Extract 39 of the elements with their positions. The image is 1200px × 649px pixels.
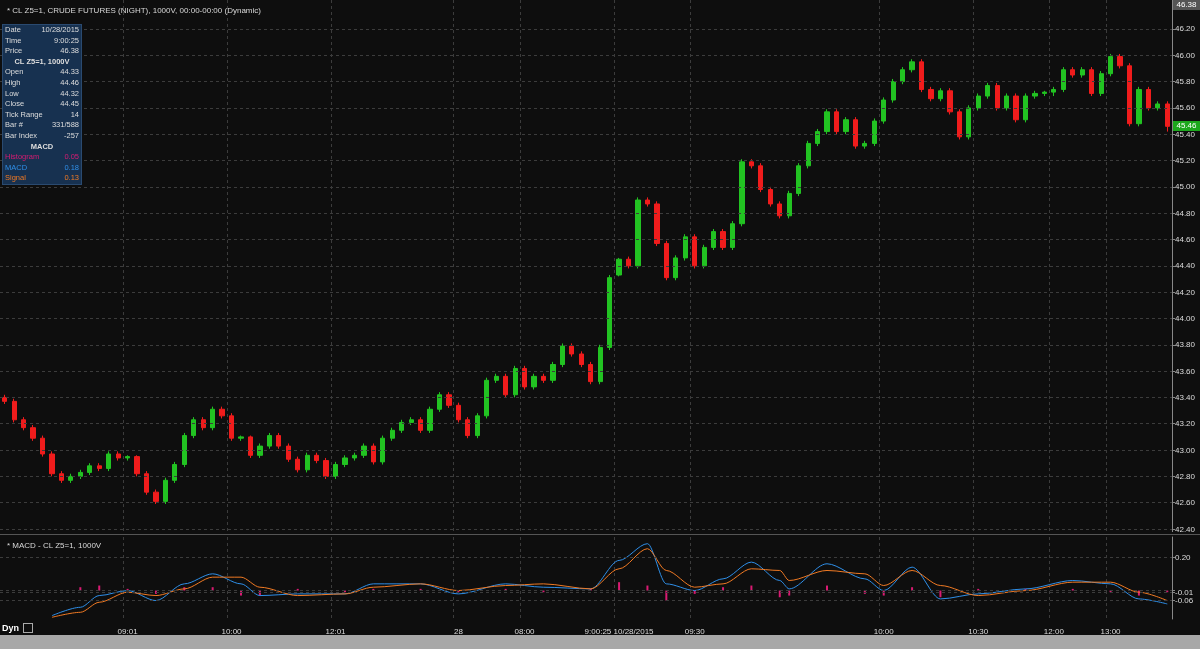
y-tick-label: 44.80 [1175,208,1196,218]
text: Dyn [2,623,20,633]
y-tick-label: 45.60 [1175,103,1196,113]
y-tick-label: 44.60 [1175,235,1196,244]
annotation: 46.38 [1173,0,1200,11]
y-tick-label: 43.00 [1175,445,1196,455]
x-tick-label: 10:00 [873,626,895,636]
x-tick-label: 10:00 [221,626,243,636]
x-tick-label: 09:01 [117,626,139,636]
y-tick-label: 42.80 [1175,471,1196,481]
x-tick-label: 12:00 [1043,626,1065,636]
x-tick-label: 13:00 [1100,626,1122,636]
y-tick-label: 43.60 [1175,366,1196,376]
y-tick-label: 45.80 [1175,77,1196,87]
text: * CL Z5=1, CRUDE FUTURES (NIGHT), 1000V, 00:00-00:00 (Dynamic) [7,5,262,15]
y-tick-label: 0.20 [1175,552,1192,562]
y-tick-label: 43.20 [1175,419,1196,429]
y-tick-label: 43.40 [1175,392,1196,402]
y-tick-label: -0.06 [1175,596,1194,606]
x-tick-label: 10:30 [968,626,989,636]
y-tick-label: 45.00 [1175,182,1196,192]
y-tick-label: 42.60 [1175,498,1196,508]
y-tick-label: 44.20 [1175,287,1196,297]
y-tick-label: 44.00 [1175,313,1196,323]
y-tick-label: 46.20 [1175,24,1196,34]
y-tick-label: 45.40 [1175,129,1196,139]
x-tick-label: 9:00:25 10/28/2015 [584,626,655,636]
y-tick-label: 43.80 [1175,340,1196,350]
x-tick-label: 09:30 [684,626,706,636]
chart-title: * MACD - CL Z5=1, 1000V [7,540,102,550]
x-tick-label: 08:00 [514,626,536,636]
y-tick-label: 46.00 [1175,50,1196,60]
y-tick-label: 45.20 [1175,156,1196,166]
x-tick-label: 28 [453,626,464,636]
y-tick-label: 44.40 [1175,261,1196,271]
annotation: 45.46 [1173,121,1200,132]
y-tick-label: 42.40 [1175,524,1196,534]
y-tick-label: -0.01 [1175,587,1194,597]
x-tick-label: 12:01 [325,626,347,636]
